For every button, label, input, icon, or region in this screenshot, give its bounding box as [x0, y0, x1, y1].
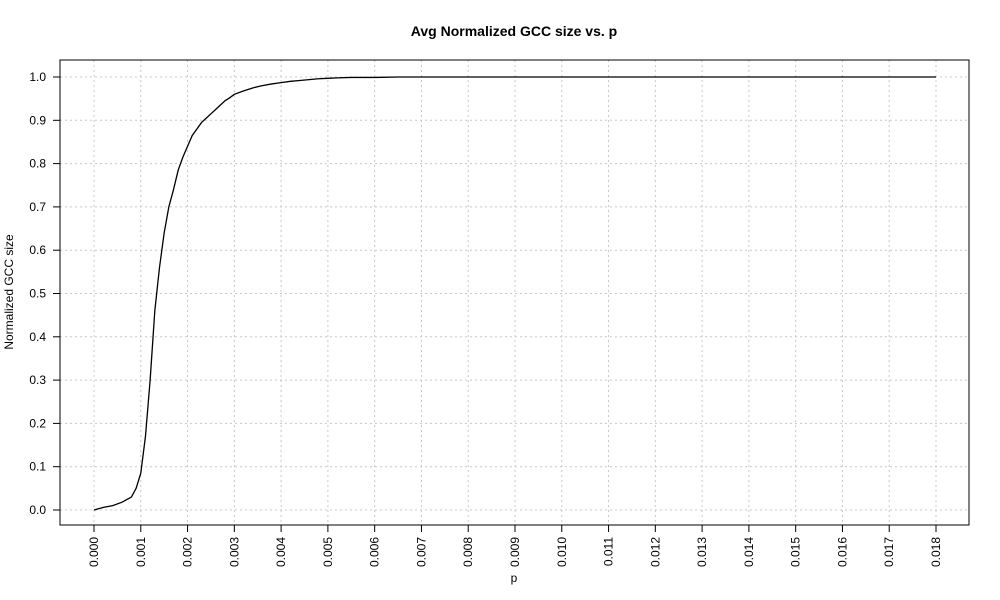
- x-tick-label: 0.009: [508, 537, 522, 567]
- x-tick-label: 0.016: [835, 537, 849, 567]
- x-tick-label: 0.008: [461, 537, 475, 567]
- y-tick-label: 0.6: [29, 243, 46, 257]
- x-tick-label: 0.018: [929, 537, 943, 567]
- x-tick-label: 0.006: [368, 537, 382, 567]
- x-tick-label: 0.003: [227, 537, 241, 567]
- x-tick-label: 0.002: [181, 537, 195, 567]
- y-tick-label: 1.0: [29, 70, 46, 84]
- x-tick-label: 0.005: [321, 537, 335, 567]
- x-tick-label: 0.013: [695, 537, 709, 567]
- y-tick-label: 0.4: [29, 330, 46, 344]
- chart-title: Avg Normalized GCC size vs. p: [411, 23, 617, 39]
- x-tick-label: 0.012: [648, 537, 662, 567]
- y-tick-label: 0.3: [29, 373, 46, 387]
- x-tick-label: 0.001: [134, 537, 148, 567]
- x-axis: 0.000 0.001 0.002 0.003 0.004 0.005 0.006 0.007…: [87, 525, 943, 567]
- y-tick-label: 0.9: [29, 113, 46, 127]
- x-tick-label: 0.007: [414, 537, 428, 567]
- x-tick-label: 0.014: [742, 537, 756, 567]
- y-tick-label: 0.1: [29, 460, 46, 474]
- x-tick-label: 0.017: [882, 537, 896, 567]
- x-tick-label: 0.010: [555, 537, 569, 567]
- y-axis: 0.0 0.1 0.2 0.3 0.4 0.5 0.6 0.7 0.8 0.9 1.0: [29, 70, 60, 517]
- x-tick-label: 0.000: [87, 537, 101, 567]
- y-tick-label: 0.7: [29, 200, 46, 214]
- x-axis-label: p: [511, 571, 518, 585]
- y-axis-label: Normalized GCC size: [2, 234, 16, 350]
- grid: [60, 60, 969, 525]
- y-tick-label: 0.5: [29, 287, 46, 301]
- y-tick-label: 0.0: [29, 503, 46, 517]
- x-tick-label: 0.015: [789, 537, 803, 567]
- x-tick-label: 0.011: [602, 537, 616, 566]
- y-tick-label: 0.2: [29, 416, 46, 430]
- series-line: [93, 76, 936, 511]
- x-tick-label: 0.004: [274, 537, 288, 567]
- y-tick-label: 0.8: [29, 157, 46, 171]
